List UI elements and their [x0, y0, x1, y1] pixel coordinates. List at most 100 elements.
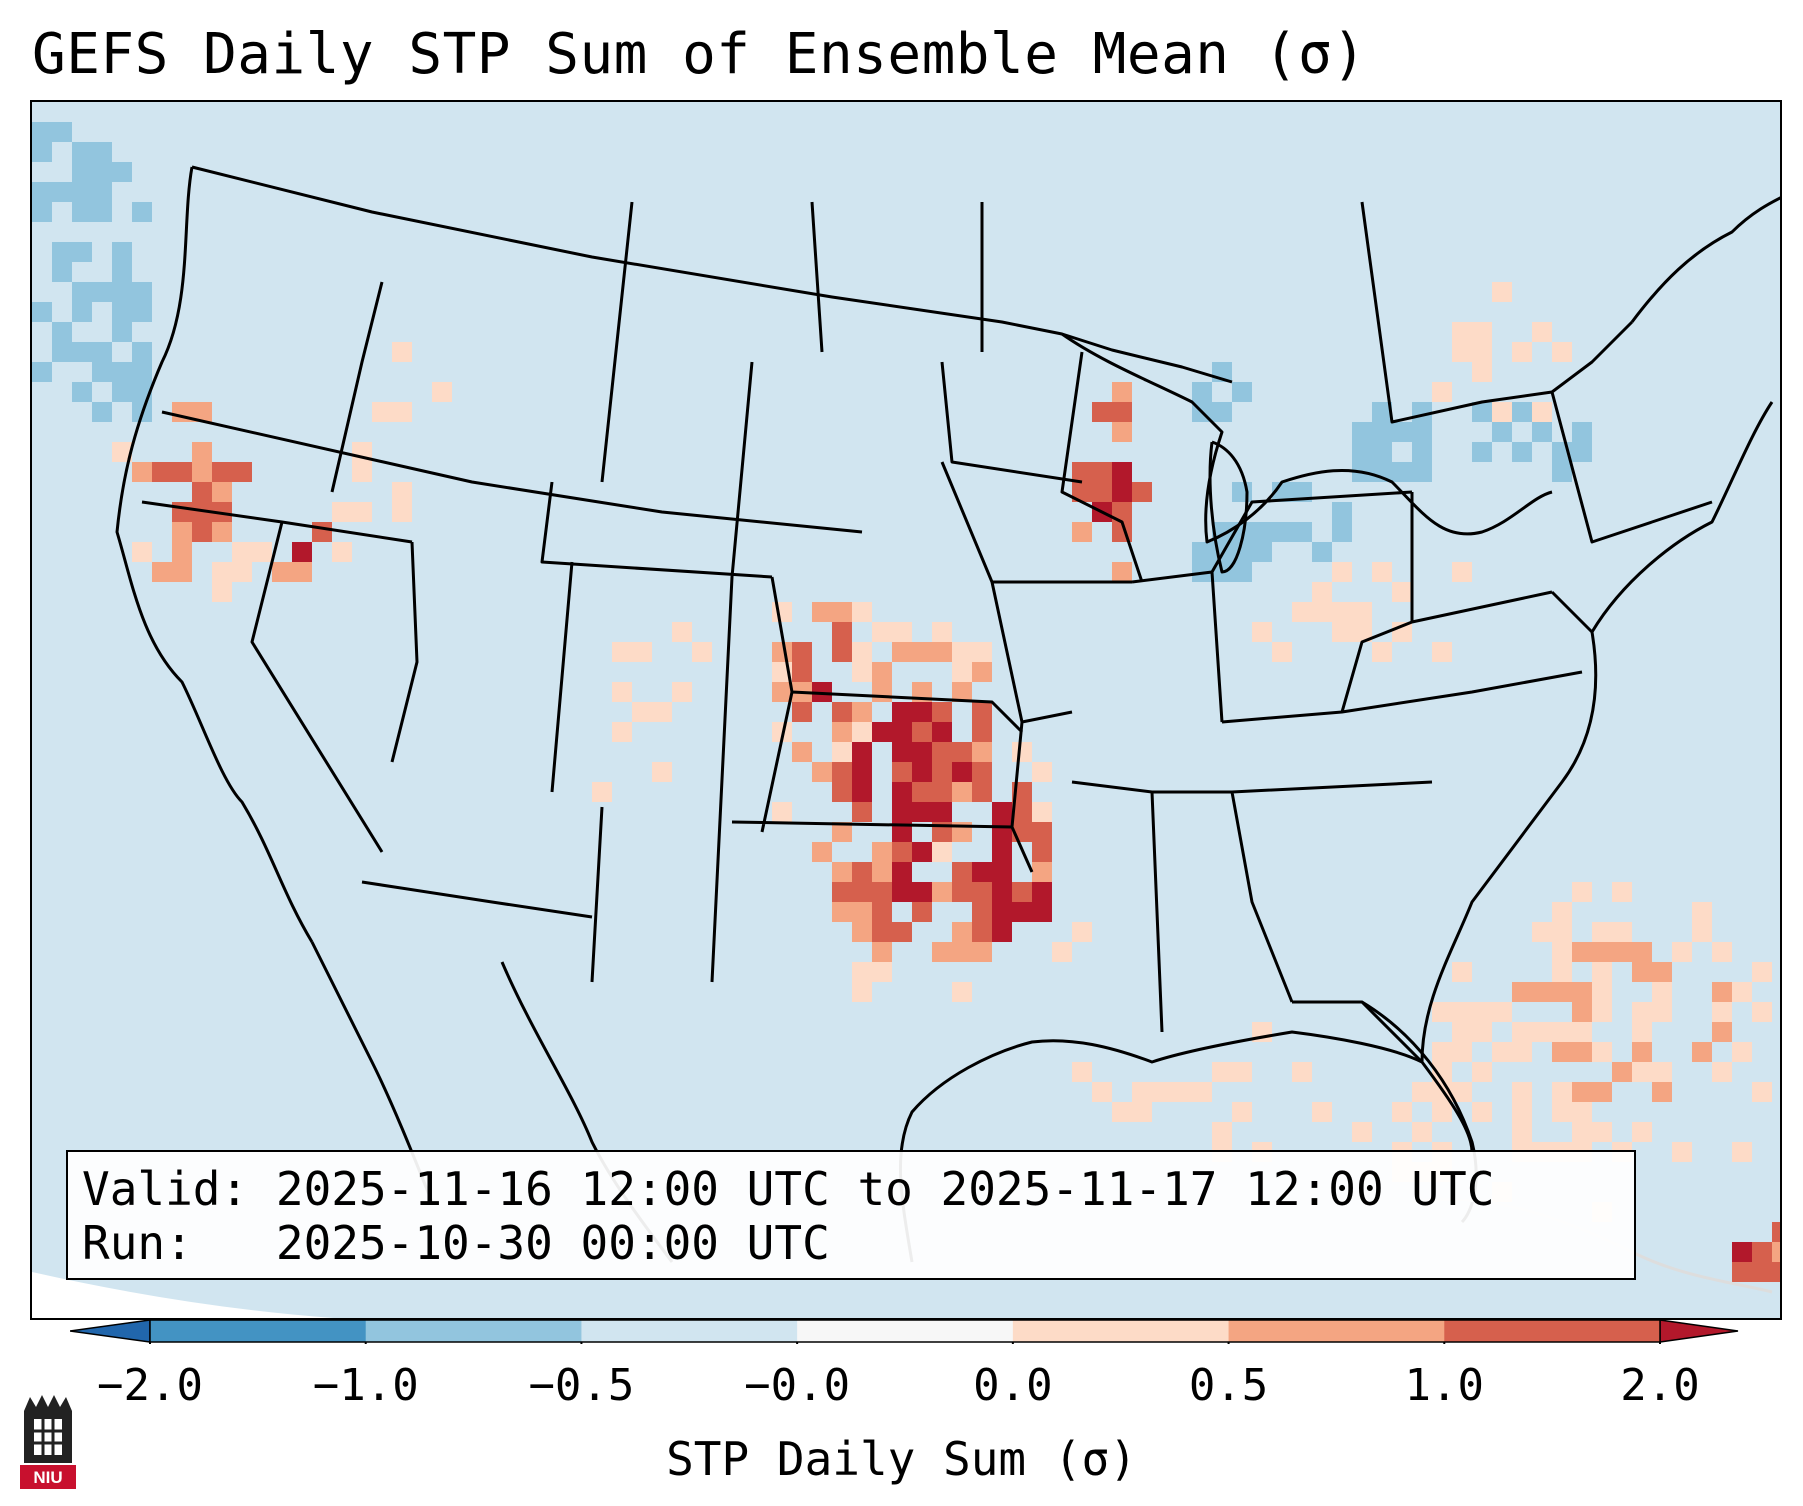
grid-cell	[972, 902, 992, 922]
grid-cell	[672, 622, 692, 642]
grid-cell	[1472, 362, 1492, 382]
grid-cell	[872, 902, 892, 922]
grid-cell	[1252, 522, 1272, 542]
grid-cell	[852, 702, 872, 722]
grid-cell	[1732, 1242, 1752, 1262]
grid-cell	[1392, 422, 1412, 442]
grid-cell	[92, 362, 112, 382]
grid-cell	[892, 762, 912, 782]
grid-cell	[72, 182, 92, 202]
grid-cell	[952, 882, 972, 902]
grid-cell	[892, 862, 912, 882]
grid-cell	[1032, 862, 1052, 882]
grid-cell	[72, 242, 92, 262]
grid-cell	[952, 682, 972, 702]
grid-cell	[1612, 882, 1632, 902]
grid-cell	[1552, 1082, 1572, 1102]
grid-cell	[972, 742, 992, 762]
grid-cell	[192, 462, 212, 482]
grid-cell	[912, 722, 932, 742]
grid-cell	[392, 482, 412, 502]
grid-cell	[1512, 1102, 1532, 1122]
off-projection-corner	[32, 1272, 334, 1318]
grid-cell	[1012, 882, 1032, 902]
grid-cell	[312, 522, 332, 542]
grid-cell	[832, 782, 852, 802]
grid-cell	[432, 382, 452, 402]
grid-cell	[892, 622, 912, 642]
grid-cell	[1632, 1022, 1652, 1042]
grid-cell	[1212, 402, 1232, 422]
grid-cell	[352, 502, 372, 522]
grid-cell	[932, 702, 952, 722]
grid-cell	[912, 902, 932, 922]
grid-cell	[212, 462, 232, 482]
grid-cell	[952, 662, 972, 682]
grid-cell	[872, 962, 892, 982]
colorbar-tick-label: 0.5	[1188, 1360, 1269, 1411]
grid-cell	[1412, 422, 1432, 442]
grid-cell	[872, 662, 892, 682]
grid-cell	[1352, 622, 1372, 642]
grid-cell	[1352, 442, 1372, 462]
grid-cell	[1732, 1142, 1752, 1162]
grid-cell	[852, 862, 872, 882]
grid-cell	[872, 842, 892, 862]
colorbar-bin	[1444, 1320, 1661, 1342]
grid-cell	[1772, 1262, 1780, 1282]
grid-cell	[1712, 1002, 1732, 1022]
grid-cell	[992, 822, 1012, 842]
grid-cell	[1672, 942, 1692, 962]
grid-cell	[1552, 922, 1572, 942]
grid-cell	[352, 462, 372, 482]
grid-cell	[52, 262, 72, 282]
grid-cell	[932, 722, 952, 742]
grid-cell	[1732, 1042, 1752, 1062]
grid-cell	[1652, 982, 1672, 1002]
grid-cell	[1192, 542, 1212, 562]
grid-cell	[892, 702, 912, 722]
grid-cell	[972, 642, 992, 662]
grid-cell	[1552, 342, 1572, 362]
grid-cell	[1632, 962, 1652, 982]
grid-cell	[992, 922, 1012, 942]
grid-cell	[952, 642, 972, 662]
grid-cell	[1432, 1002, 1452, 1022]
grid-cell	[1752, 1242, 1772, 1262]
grid-cell	[832, 642, 852, 662]
grid-cell	[1552, 1022, 1572, 1042]
grid-cell	[1372, 422, 1392, 442]
colorbar-label: STP Daily Sum (σ)	[666, 1432, 1137, 1486]
grid-cell	[972, 762, 992, 782]
colorbar	[70, 1319, 1739, 1344]
grid-cell	[1232, 1062, 1252, 1082]
grid-cell	[1392, 1102, 1412, 1122]
grid-cell	[152, 462, 172, 482]
grid-cell	[1472, 442, 1492, 462]
grid-cell	[1032, 902, 1052, 922]
grid-cell	[1612, 942, 1632, 962]
grid-cell	[1412, 402, 1432, 422]
grid-cell	[832, 762, 852, 782]
grid-cell	[1412, 1082, 1432, 1102]
great-lakes	[1061, 332, 1553, 544]
grid-cell	[1152, 1082, 1172, 1102]
grid-cell	[1132, 1082, 1152, 1102]
grid-cell	[1572, 882, 1592, 902]
grid-cell	[912, 642, 932, 662]
grid-cell	[1032, 842, 1052, 862]
grid-cell	[1072, 1062, 1092, 1082]
grid-cell	[852, 922, 872, 942]
grid-cell	[612, 682, 632, 702]
grid-cell	[1472, 342, 1492, 362]
grid-cell	[32, 142, 52, 162]
grid-cell	[1572, 1002, 1592, 1022]
grid-cell	[292, 542, 312, 562]
grid-cell	[112, 302, 132, 322]
grid-cell	[172, 562, 192, 582]
grid-cell	[1312, 582, 1332, 602]
grid-cell	[852, 962, 872, 982]
grid-cell	[1752, 962, 1772, 982]
grid-cell	[1372, 642, 1392, 662]
grid-cell	[1372, 442, 1392, 462]
